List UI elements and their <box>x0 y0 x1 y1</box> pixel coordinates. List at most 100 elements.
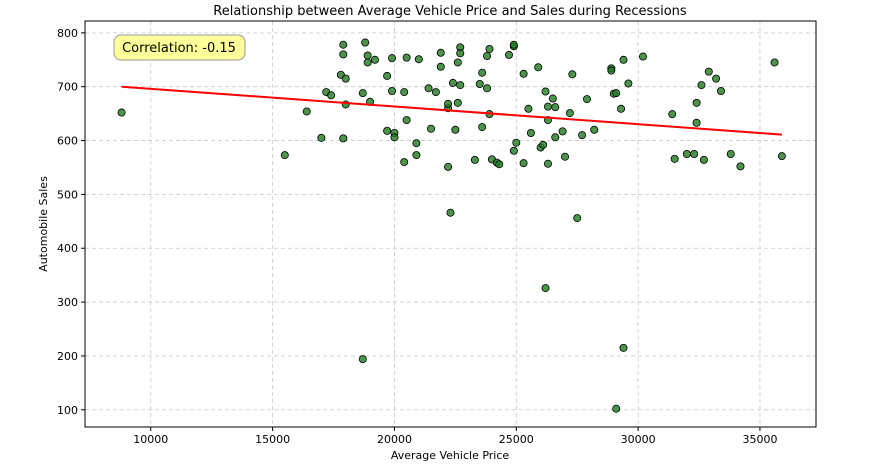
scatter-point <box>483 52 492 61</box>
scatter-point <box>582 95 591 104</box>
scatter-point <box>446 208 455 217</box>
scatter-point <box>543 102 552 111</box>
scatter-point <box>431 88 440 97</box>
scatter-point <box>551 133 560 142</box>
scatter-point <box>478 123 487 132</box>
scatter-point <box>456 49 465 58</box>
scatter-point <box>668 110 677 119</box>
scatter-point <box>699 155 708 164</box>
correlation-annotation: Correlation: -0.15 <box>113 34 246 61</box>
scatter-point <box>427 124 436 133</box>
scatter-point <box>400 158 409 167</box>
y-axis-label: Automobile Sales <box>37 176 50 272</box>
scatter-point <box>704 67 713 76</box>
scatter-point <box>412 151 421 160</box>
scatter-point <box>327 91 336 100</box>
scatter-point <box>619 55 628 64</box>
grid <box>85 21 816 427</box>
scatter-point <box>358 355 367 364</box>
scatter-point <box>519 69 528 78</box>
annotation-box <box>113 34 246 61</box>
scatter-point <box>339 134 348 143</box>
scatter-point <box>478 68 487 77</box>
x-tick-label: 25000 <box>499 433 534 446</box>
scatter-point <box>624 79 633 88</box>
scatter-point <box>607 66 616 75</box>
scatter-point <box>363 51 372 60</box>
scatter-point <box>558 127 567 136</box>
scatter-point <box>619 343 628 352</box>
scatter-point <box>402 53 411 62</box>
scatter-point <box>534 63 543 72</box>
scatter-point <box>777 152 786 161</box>
scatter-point <box>612 404 621 413</box>
y-tick-label: 700 <box>57 81 78 94</box>
scatter-point <box>444 162 453 171</box>
scatter-point <box>485 45 494 54</box>
scatter-point <box>690 149 699 158</box>
y-tick-label: 800 <box>57 27 78 40</box>
scatter-point <box>339 50 348 59</box>
scatter-point <box>543 159 552 168</box>
scatter-point <box>519 159 528 168</box>
scatter-point <box>424 84 433 93</box>
trendline <box>121 85 782 136</box>
scatter-point <box>590 125 599 134</box>
scatter-point <box>358 89 367 98</box>
scatter-point <box>561 152 570 161</box>
trendline-layer <box>121 85 782 136</box>
scatter-point <box>692 98 701 107</box>
scatter-point <box>548 94 557 103</box>
scatter-point <box>541 284 550 293</box>
scatter-point <box>568 70 577 79</box>
scatter-point <box>453 98 462 107</box>
scatter-point <box>551 103 560 112</box>
scatter-point <box>456 81 465 90</box>
scatter-point <box>565 109 574 118</box>
scatter-point <box>726 149 735 158</box>
scatter-point <box>402 116 411 125</box>
scatter-point <box>483 84 492 93</box>
scatter-point <box>388 54 397 63</box>
data-points <box>117 38 786 413</box>
plot-frame <box>84 20 817 428</box>
scatter-point <box>573 214 582 223</box>
y-tick-label: 400 <box>57 242 78 255</box>
scatter-point <box>716 87 725 96</box>
scatter-point <box>117 108 126 117</box>
scatter-point <box>526 128 535 137</box>
scatter-point <box>388 87 397 96</box>
x-tick-label: 10000 <box>133 433 168 446</box>
scatter-point <box>470 155 479 164</box>
scatter-point <box>451 125 460 134</box>
scatter-point <box>670 154 679 163</box>
scatter-point <box>475 80 484 89</box>
scatter-point <box>578 131 587 140</box>
scatter-point <box>736 162 745 171</box>
scatter-point <box>361 38 370 47</box>
scatter-point <box>400 88 409 97</box>
x-tick-label: 35000 <box>742 433 777 446</box>
scatter-point <box>512 138 521 147</box>
scatter-point <box>436 62 445 71</box>
scatter-point <box>495 160 504 169</box>
scatter-point <box>697 81 706 90</box>
scatter-point <box>412 139 421 148</box>
scatter-point <box>682 149 691 158</box>
scatter-point <box>509 146 518 155</box>
scatter-point <box>383 126 392 135</box>
annotation-text: Correlation: -0.15 <box>122 41 236 56</box>
scatter-point <box>638 52 647 61</box>
scatter-point <box>414 55 423 64</box>
scatter-point <box>341 74 350 83</box>
scatter-point <box>539 140 548 149</box>
scatter-point <box>504 50 513 59</box>
x-tick-label: 30000 <box>621 433 656 446</box>
scatter-point <box>436 48 445 57</box>
scatter-point <box>444 99 453 108</box>
scatter-point <box>339 40 348 49</box>
scatter-point <box>390 133 399 142</box>
y-tick-label: 100 <box>57 404 78 417</box>
scatter-point <box>617 104 626 113</box>
